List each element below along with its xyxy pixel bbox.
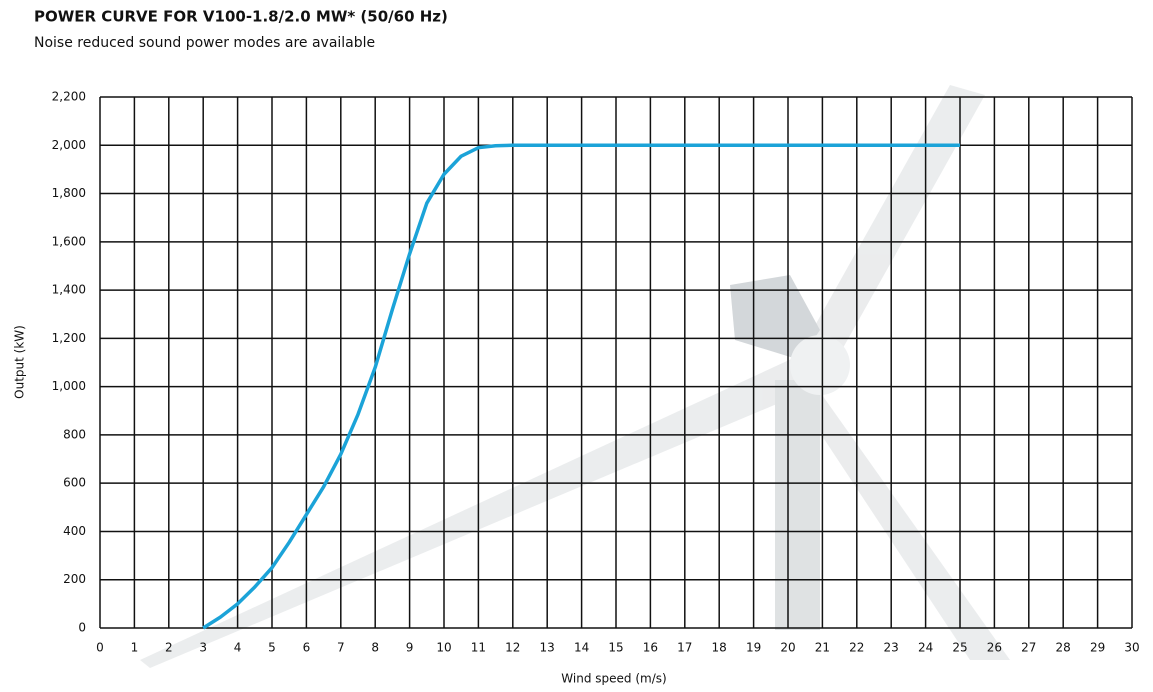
x-tick-label: 9 [406,641,414,655]
x-tick-label: 5 [268,641,276,655]
blade [790,85,985,380]
y-tick-label: 2,200 [52,90,86,104]
blade [140,355,810,668]
x-axis-label: Wind speed (m/s) [561,672,666,686]
y-tick-label: 1,200 [52,331,86,345]
y-tick-label: 800 [63,427,86,441]
x-tick-label: 0 [96,641,104,655]
x-tick-label: 23 [884,641,899,655]
x-tick-label: 21 [815,641,830,655]
x-tick-label: 18 [712,641,727,655]
y-tick-label: 0 [78,621,86,635]
x-tick-label: 13 [540,641,555,655]
chart-title: POWER CURVE FOR V100-1.8/2.0 MW* (50/60 … [34,8,448,26]
y-axis-label: Output (kW) [13,325,27,399]
x-tick-label: 3 [199,641,207,655]
x-tick-label: 10 [436,641,451,655]
x-tick-label: 22 [849,641,864,655]
x-tick-label: 8 [371,641,379,655]
x-tick-label: 2 [165,641,173,655]
x-tick-label: 28 [1056,641,1071,655]
x-tick-label: 15 [608,641,623,655]
x-tick-label: 24 [918,641,933,655]
chart-subtitle: Noise reduced sound power modes are avai… [34,35,375,51]
x-tick-label: 12 [505,641,520,655]
y-tick-label: 1,600 [52,234,86,248]
x-tick-label: 16 [643,641,658,655]
x-tick-label: 17 [677,641,692,655]
hub [790,335,850,395]
y-tick-label: 1,400 [52,283,86,297]
y-tick-label: 1,000 [52,379,86,393]
y-tick-label: 1,800 [52,186,86,200]
x-tick-label: 7 [337,641,345,655]
line-series [202,143,960,630]
x-tick-label: 26 [987,641,1002,655]
x-tick-label: 30 [1124,641,1139,655]
blade [795,385,1010,660]
turbine-illustration [140,85,1010,668]
x-tick-label: 6 [303,641,311,655]
x-tick-label: 1 [131,641,139,655]
x-tick-label: 27 [1021,641,1036,655]
x-tick-label: 25 [952,641,967,655]
x-tick-label: 4 [234,641,242,655]
y-tick-label: 400 [63,524,86,538]
x-tick-label: 29 [1090,641,1105,655]
x-tick-label: 20 [780,641,795,655]
x-tick-label: 14 [574,641,589,655]
x-tick-label: 19 [746,641,761,655]
y-tick-label: 200 [63,572,86,586]
tower [775,380,820,630]
x-tick-label: 11 [471,641,486,655]
y-tick-label: 2,000 [52,138,86,152]
y-tick-label: 600 [63,476,86,490]
